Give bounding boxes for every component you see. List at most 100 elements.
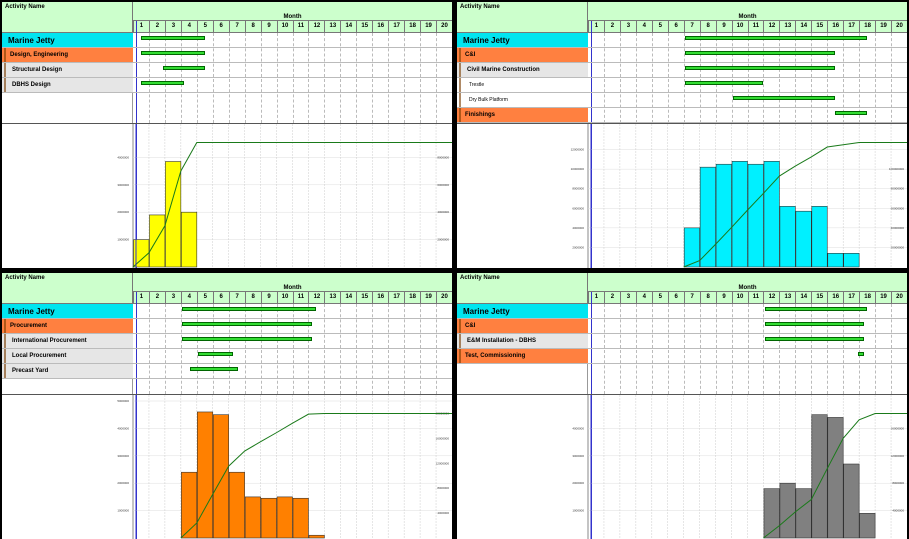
histogram-svg: 1000000 2000000 3000000 4000000 2000000 40000… — [117, 124, 452, 268]
month-gridline — [164, 304, 166, 394]
activity-label: Precast Yard — [12, 368, 49, 374]
gantt-area — [133, 292, 452, 539]
activity-bar[interactable] — [685, 66, 836, 70]
activity-row[interactable]: Structural Design — [2, 63, 133, 78]
activity-bar[interactable] — [765, 337, 864, 341]
month-gridline — [859, 304, 861, 394]
activity-row[interactable]: Finishings — [457, 108, 588, 123]
activity-name-header[interactable]: Activity Name — [2, 2, 133, 33]
month-cell: 2 — [603, 21, 620, 32]
histogram-bar — [811, 414, 828, 539]
month-cell: 7 — [228, 21, 245, 32]
y2-tick-label: 2000000 — [437, 238, 449, 242]
activity-row[interactable]: Marine Jetty — [457, 33, 588, 48]
activity-bar[interactable] — [141, 36, 205, 40]
histogram-bar — [827, 417, 844, 539]
month-cell: 12 — [308, 292, 324, 303]
month-cell: 19 — [420, 292, 436, 303]
month-cell: 18 — [404, 21, 420, 32]
activity-name-header[interactable]: Activity Name — [457, 2, 588, 33]
y-tick-label: 4000000 — [572, 226, 584, 230]
month-cell: 10 — [731, 292, 748, 303]
histogram-bar — [212, 414, 229, 539]
activity-row[interactable]: Test, Commissioning — [457, 349, 588, 364]
month-gridline — [699, 33, 701, 123]
month-cell: 19 — [420, 21, 436, 32]
activity-label: Finishings — [465, 112, 495, 118]
activity-row[interactable]: E&M Installation - DBHS — [457, 334, 588, 349]
row-gridline — [133, 378, 452, 379]
month-cell: 11 — [292, 292, 309, 303]
activity-bar[interactable] — [198, 352, 234, 356]
activity-row[interactable]: C&I — [457, 319, 588, 334]
y-tick-label: 10000000 — [571, 167, 585, 171]
activity-row[interactable]: Dry Bulk Platform — [457, 93, 588, 108]
activity-bar[interactable] — [141, 81, 185, 85]
month-cell: 20 — [436, 21, 452, 32]
activity-bar[interactable] — [141, 51, 205, 55]
activity-bar[interactable] — [857, 352, 864, 356]
month-cell: 18 — [859, 21, 875, 32]
row-gridline — [133, 77, 452, 78]
activity-row[interactable]: Trestle — [457, 78, 588, 93]
row-gridline — [588, 92, 907, 93]
month-gridline — [667, 304, 669, 394]
activity-row[interactable]: Precast Yard — [2, 364, 133, 379]
month-cell: 10 — [276, 21, 293, 32]
row-gridline — [133, 318, 452, 319]
activity-name-header[interactable]: Activity Name — [2, 273, 133, 304]
activity-row[interactable]: Marine Jetty — [2, 304, 133, 319]
y2-tick-label: 60000000 — [891, 206, 905, 210]
month-gridline — [340, 304, 342, 394]
activity-list: Marine Jetty C&I Civil Marine Construction… — [457, 33, 588, 123]
activity-row[interactable]: Civil Marine Construction — [457, 63, 588, 78]
histogram-bar — [763, 488, 780, 539]
activity-bar[interactable] — [765, 307, 868, 311]
activity-bar[interactable] — [765, 322, 864, 326]
month-cell: 2 — [148, 292, 165, 303]
month-gridline — [827, 304, 829, 394]
activity-row[interactable]: Marine Jetty — [2, 33, 133, 48]
month-gridline — [356, 304, 358, 394]
activity-row[interactable]: DBHS Design — [2, 78, 133, 93]
activity-row[interactable]: International Procurement — [2, 334, 133, 349]
y-tick-label: 4000000 — [117, 155, 129, 159]
activity-row[interactable]: Marine Jetty — [457, 304, 588, 319]
row-gridline — [133, 363, 452, 364]
month-cell: 15 — [356, 292, 372, 303]
month-gridline — [683, 304, 685, 394]
y-tick-label: 12000000 — [571, 148, 585, 152]
histogram-svg: 1000000 2000000 3000000 4000000 5000000 40000… — [117, 395, 452, 539]
activity-row[interactable]: Local Procurement — [2, 349, 133, 364]
activity-bar[interactable] — [190, 367, 239, 371]
month-cell: 1 — [588, 21, 604, 32]
activity-row[interactable]: Design, Engineering — [2, 48, 133, 63]
gantt-area — [588, 292, 907, 539]
activity-bar[interactable] — [182, 337, 312, 341]
activity-label: Design, Engineering — [10, 52, 69, 58]
activity-bar[interactable] — [835, 111, 868, 115]
activity-bar[interactable] — [685, 81, 764, 85]
month-gridline — [356, 33, 358, 123]
activity-bar[interactable] — [685, 51, 836, 55]
activity-label: Marine Jetty — [8, 306, 55, 316]
activity-row[interactable]: Procurement — [2, 319, 133, 334]
activity-bar[interactable] — [182, 307, 317, 311]
y-tick-label: 2000000 — [572, 481, 584, 485]
activity-name-header[interactable]: Activity Name — [457, 273, 588, 304]
row-gridline — [588, 318, 907, 319]
activity-bar[interactable] — [685, 36, 868, 40]
month-cell: 17 — [388, 21, 404, 32]
activity-label: C&I — [465, 323, 476, 329]
month-gridline — [308, 304, 310, 394]
gantt-panel-p4: Activity Name Month 1 2 3 4 5 6 7 8 9 10 11 12 13 14 15 1… — [457, 273, 907, 539]
activity-row[interactable]: C&I — [457, 48, 588, 63]
activity-bar[interactable] — [163, 66, 205, 70]
row-gridline — [133, 92, 452, 93]
month-gridline — [651, 33, 653, 123]
month-gridline — [212, 304, 214, 394]
month-gridline — [811, 33, 813, 123]
activity-bar[interactable] — [182, 322, 312, 326]
month-gridline — [228, 33, 230, 123]
activity-bar[interactable] — [733, 96, 836, 100]
